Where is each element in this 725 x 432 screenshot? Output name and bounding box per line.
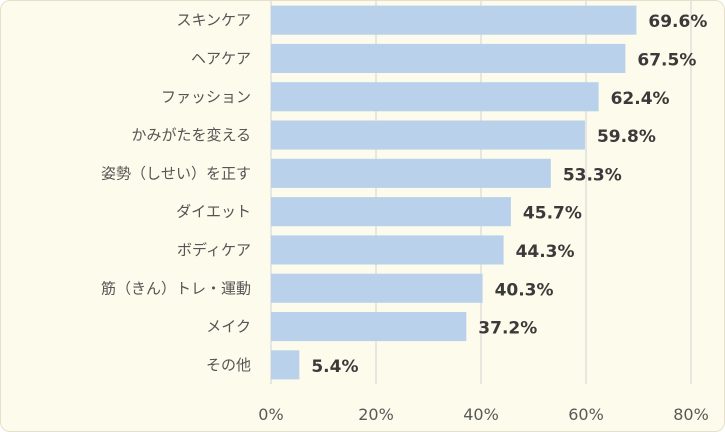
data-label: 40.3% [495,280,554,300]
bar [271,5,637,35]
bar [271,197,511,227]
x-tick-label: 40% [463,405,499,424]
bar [271,235,504,265]
category-label: ヘアケア [191,49,251,67]
bar [271,311,467,342]
x-tick-label: 80% [673,405,709,424]
data-label: 37.2% [478,319,537,339]
category-label: ボディケア [177,241,251,259]
data-label: 53.3% [563,165,622,185]
data-label: 45.7% [523,204,582,224]
x-tick-label: 20% [358,405,394,424]
data-label: 5.4% [311,357,358,377]
category-label: ファッション [161,88,251,106]
data-label: 69.6% [648,12,707,32]
category-label: 筋（きん）トレ・運動 [101,279,251,297]
category-label: メイク [206,318,251,336]
bar [271,120,585,150]
category-label: ダイエット [176,203,251,221]
bar [271,350,300,380]
data-label: 62.4% [611,89,670,109]
bar [271,82,599,112]
category-label: 姿勢（しせい）を正す [101,164,251,182]
x-tick-label: 60% [568,405,604,424]
category-label: スキンケア [176,11,251,29]
data-label: 67.5% [637,50,696,70]
data-label: 59.8% [597,127,656,147]
bar [271,273,483,303]
data-label: 44.3% [516,242,575,262]
x-tick-label: 0% [258,405,283,424]
category-label: かみがたを変える [131,126,251,144]
category-label: その他 [206,356,251,374]
bar [271,158,551,188]
bar [271,43,626,74]
